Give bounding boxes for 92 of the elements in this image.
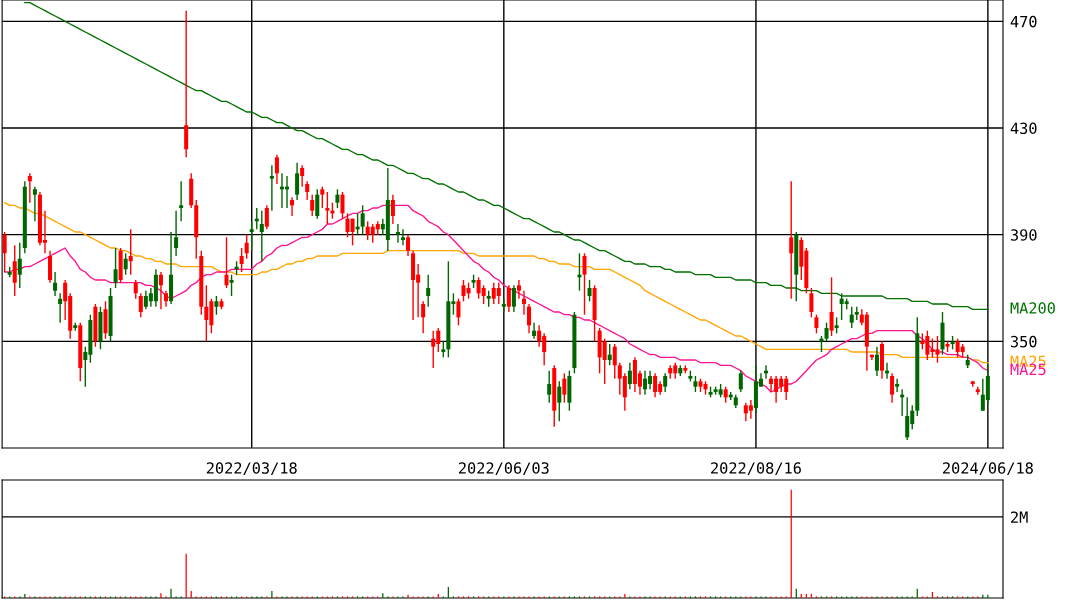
candlestick [224, 236, 229, 289]
candlestick [113, 247, 118, 289]
candlestick [421, 300, 426, 335]
candlestick [905, 396, 910, 441]
candlestick [511, 284, 516, 313]
y-tick-label: 430 [1010, 122, 1037, 135]
y-tick-label: 470 [1010, 15, 1037, 28]
candlestick [890, 372, 895, 404]
candlestick [32, 185, 37, 223]
candlestick [269, 164, 274, 212]
candlestick [481, 284, 486, 305]
candlestick [264, 204, 269, 231]
candlestick [562, 372, 567, 404]
candlestick [335, 188, 340, 209]
candlestick [249, 220, 254, 252]
candlestick [496, 281, 501, 305]
candlestick [128, 228, 133, 276]
candlestick [501, 297, 506, 313]
candlestick [642, 369, 648, 396]
candlestick [305, 180, 310, 201]
candlestick [300, 164, 305, 188]
x-tick-label: 2022/03/18 [206, 462, 297, 475]
candlestick [138, 292, 143, 319]
candlestick [315, 188, 320, 220]
candlestick [521, 289, 527, 316]
candlestick [895, 377, 900, 393]
candlestick [2, 231, 7, 273]
candlestick [506, 284, 511, 313]
candlestick [53, 271, 58, 297]
candlestick [58, 292, 63, 324]
series-label: MA200 [1010, 302, 1055, 314]
candlestick [320, 185, 325, 209]
candlestick [259, 209, 264, 263]
candlestick [48, 249, 53, 284]
candlestick [431, 329, 436, 369]
candlestick [582, 252, 587, 316]
candlestick [400, 228, 405, 247]
candlestick [557, 380, 562, 423]
candlestick [340, 191, 345, 220]
candlestick [663, 372, 668, 393]
candlestick [547, 369, 552, 404]
candlestick [274, 153, 279, 185]
candlestick [350, 217, 355, 247]
candlestick [874, 345, 879, 377]
candlestick [204, 284, 209, 343]
candlestick [607, 343, 612, 367]
candlestick [537, 324, 542, 348]
candlestick [769, 375, 774, 393]
candlestick [390, 193, 395, 225]
candlestick [809, 287, 814, 319]
candlestick [158, 271, 163, 311]
candlestick [516, 279, 521, 300]
candlestick [310, 193, 315, 217]
candlestick [814, 313, 819, 335]
candlestick [133, 279, 138, 300]
y-tick-label: 350 [1010, 335, 1037, 348]
candlestick [244, 233, 249, 260]
candlestick [527, 303, 532, 335]
x-tick-label: 2022/08/16 [711, 462, 801, 475]
candlestick [426, 273, 431, 308]
candlestick [406, 233, 411, 257]
candlestick [824, 321, 829, 343]
candlestick [295, 161, 300, 201]
candlestick [290, 196, 295, 217]
candlestick [738, 369, 743, 393]
candlestick [123, 252, 128, 276]
candlestick [849, 305, 854, 329]
candlestick [214, 295, 219, 316]
y-tick-label: 2M [1011, 511, 1028, 523]
candlestick [239, 247, 244, 273]
candlestick [653, 372, 658, 399]
candlestick [748, 399, 753, 420]
candlestick [360, 204, 365, 236]
candlestick [325, 191, 330, 225]
candlestick [179, 180, 184, 223]
candlestick [17, 241, 22, 289]
x-tick-label: 2024/06/18 [943, 462, 1033, 475]
candlestick [229, 273, 234, 297]
candlestick [829, 276, 834, 337]
candlestick [27, 172, 32, 204]
candlestick [103, 300, 108, 340]
candlestick [456, 297, 461, 327]
candlestick [789, 180, 794, 300]
candlestick [612, 343, 617, 380]
y-tick-label: 390 [1010, 229, 1037, 241]
candlestick [12, 244, 17, 297]
candlestick [627, 361, 632, 391]
x-tick-label: 2022/06/03 [458, 462, 549, 475]
candlestick [174, 209, 179, 257]
candlestick [395, 223, 400, 244]
candlestick [587, 279, 592, 303]
candlestick [532, 321, 537, 340]
